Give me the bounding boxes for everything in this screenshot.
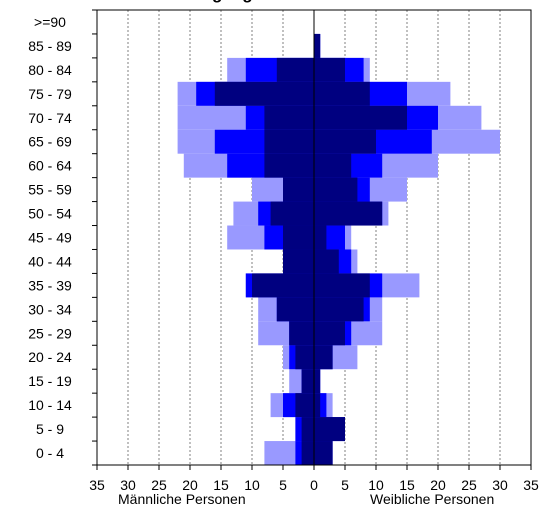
bar-male-4549-layer0 <box>283 225 314 250</box>
bar-female-1519-layer0 <box>314 369 321 394</box>
y-tick-labels: >=90 85 - 89 80 - 84 75 - 79 70 - 74 65 - 69 6… <box>28 14 72 461</box>
bar-female-3539-layer0 <box>314 273 370 298</box>
bar-male-5559-layer0 <box>283 177 314 202</box>
bar-female-04-layer0 <box>314 441 333 465</box>
bar-female-6569-layer0 <box>314 129 376 154</box>
bar-male-7579-layer0 <box>214 81 314 106</box>
chart-title-fragment: gang <box>212 0 253 3</box>
bar-male-04-layer0 <box>301 441 314 465</box>
y-tick-label: 15 - 19 <box>28 373 72 389</box>
bar-male-1014-layer0 <box>295 393 314 418</box>
bar-male-59-layer0 <box>301 417 314 442</box>
y-tick-label: 50 - 54 <box>28 206 72 222</box>
y-tick-label: 70 - 74 <box>28 110 72 126</box>
bar-male-6064-layer0 <box>264 153 314 178</box>
y-tick-label: 40 - 44 <box>28 253 72 269</box>
x-tick-label: 5 <box>279 477 287 493</box>
bar-female-6064-layer0 <box>314 153 352 178</box>
y-tick-label: 25 - 29 <box>28 325 72 341</box>
y-tick-label: 80 - 84 <box>28 62 72 78</box>
x-tick-label: 15 <box>399 477 415 493</box>
bars-group <box>177 33 500 465</box>
x-tick-label: 10 <box>244 477 260 493</box>
bar-female-5559-layer0 <box>314 177 358 202</box>
x-tick-label: 10 <box>368 477 384 493</box>
x-tick-label: 25 <box>461 477 477 493</box>
x-tick-label: 35 <box>523 477 539 493</box>
x-tick-label: 15 <box>213 477 229 493</box>
axes-group <box>92 9 532 470</box>
y-tick-label: 5 - 9 <box>36 421 64 437</box>
bar-male-2529-layer0 <box>289 321 314 346</box>
bar-male-3539-layer0 <box>252 273 314 298</box>
bar-female-3034-layer0 <box>314 297 364 322</box>
y-tick-label: >=90 <box>34 14 66 30</box>
female-axis-label: Weibliche Personen <box>370 491 495 507</box>
bar-male-3034-layer0 <box>276 297 314 322</box>
y-tick-label: 45 - 49 <box>28 230 72 246</box>
y-tick-label: 55 - 59 <box>28 182 72 198</box>
bar-male-2024-layer0 <box>295 345 314 370</box>
bar-female-4549-layer0 <box>314 225 327 250</box>
bar-female-7579-layer0 <box>314 81 370 106</box>
bar-female-5054-layer0 <box>314 201 383 226</box>
bar-female-4044-layer0 <box>314 249 339 274</box>
bar-female-2529-layer0 <box>314 321 345 346</box>
bar-male-7074-layer0 <box>264 105 314 130</box>
x-tick-label: 30 <box>492 477 508 493</box>
x-tick-label: 20 <box>182 477 198 493</box>
bar-female-2024-layer0 <box>314 345 333 370</box>
y-tick-label: 0 - 4 <box>36 445 64 461</box>
bar-female-8589-layer0 <box>314 33 321 58</box>
bar-female-8084-layer0 <box>314 57 345 82</box>
y-tick-label: 60 - 64 <box>28 158 72 174</box>
x-tick-label: 35 <box>89 477 105 493</box>
x-tick-label: 30 <box>120 477 136 493</box>
y-tick-label: 20 - 24 <box>28 349 72 365</box>
x-tick-label: 20 <box>430 477 446 493</box>
bar-female-1014-layer0 <box>314 393 321 418</box>
bar-male-8084-layer0 <box>276 57 314 82</box>
male-axis-label: Männliche Personen <box>118 491 246 507</box>
bar-female-7074-layer0 <box>314 105 407 130</box>
y-tick-label: 85 - 89 <box>28 38 72 54</box>
x-tick-label: 5 <box>341 477 349 493</box>
y-tick-label: 30 - 34 <box>28 301 72 317</box>
x-tick-labels: 35 30 25 20 15 10 5 0 5 10 15 20 25 30 35 <box>89 477 539 493</box>
bar-male-6569-layer0 <box>264 129 314 154</box>
bar-male-1519-layer0 <box>301 369 314 394</box>
y-tick-label: 35 - 39 <box>28 277 72 293</box>
bar-female-59-layer0 <box>314 417 345 442</box>
y-tick-label: 75 - 79 <box>28 86 72 102</box>
x-tick-label: 25 <box>151 477 167 493</box>
bar-male-4044-layer0 <box>283 249 314 274</box>
y-tick-label: 10 - 14 <box>28 397 72 413</box>
x-tick-label: 0 <box>310 477 318 493</box>
bar-male-5054-layer0 <box>270 201 314 226</box>
y-tick-label: 65 - 69 <box>28 134 72 150</box>
